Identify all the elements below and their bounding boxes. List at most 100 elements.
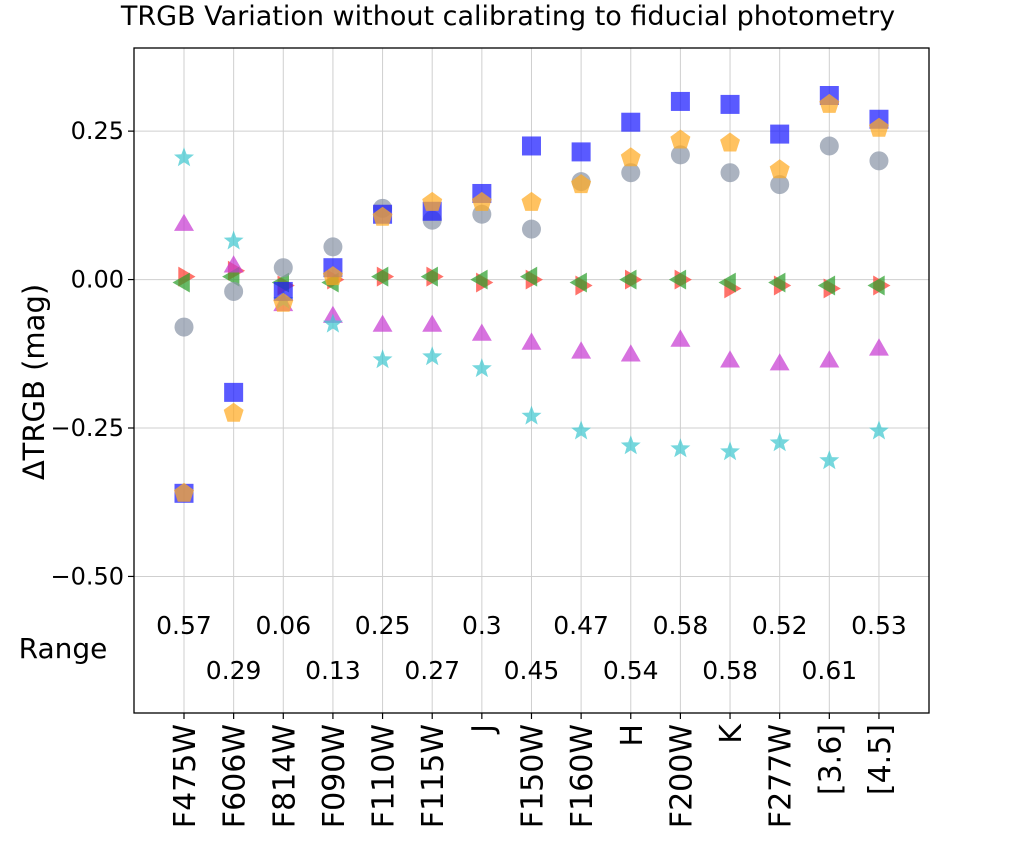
point-triangle-left [718, 272, 736, 293]
x-axis-ticks: F475W F606W F814W F090W F110W F115W J F150W F160… [168, 713, 898, 828]
range-value: 0.54 [603, 656, 659, 685]
point-square [571, 142, 591, 162]
point-triangle-left [172, 272, 190, 293]
x-tick-label: F115W [416, 724, 451, 828]
point-star [322, 313, 343, 333]
point-triangle-up [372, 314, 393, 332]
x-tick-label: F606W [218, 724, 253, 828]
x-tick-label: J [466, 724, 501, 735]
x-tick-label: K [714, 723, 749, 744]
x-tick-label: F110W [367, 724, 402, 828]
range-value: 0.53 [851, 611, 907, 640]
point-star [571, 420, 592, 440]
x-tick-label: H [615, 724, 650, 747]
point-triangle-up [819, 350, 840, 368]
data-points [172, 86, 891, 503]
range-value: 0.06 [255, 611, 311, 640]
point-pentagon [620, 147, 641, 167]
point-circle [720, 163, 740, 183]
range-value: 0.29 [206, 656, 262, 685]
point-star [471, 358, 492, 378]
y-tick-label: 0.25 [71, 117, 124, 145]
chart-title: TRGB Variation without calibrating to fi… [120, 1, 895, 32]
point-star [174, 147, 194, 167]
x-tick-label: F150W [515, 724, 550, 828]
point-star [422, 346, 443, 366]
point-triangle-left [619, 269, 637, 290]
point-pentagon [372, 206, 393, 226]
range-value: 0.58 [653, 611, 709, 640]
point-square [770, 124, 790, 144]
point-pentagon [670, 129, 691, 149]
point-triangle-up [174, 213, 194, 231]
range-value: 0.47 [553, 611, 609, 640]
range-value: 0.52 [752, 611, 808, 640]
point-triangle-left [867, 275, 885, 296]
point-triangle-left [569, 272, 587, 293]
x-tick-label: F200W [664, 724, 699, 828]
y-tick-label: −0.50 [50, 562, 124, 590]
point-pentagon [819, 93, 840, 113]
x-tick-label: F814W [267, 724, 302, 828]
point-pentagon [322, 266, 343, 286]
point-pentagon [521, 191, 542, 211]
point-triangle-up [223, 255, 244, 273]
point-circle [770, 175, 790, 195]
point-triangle-up [769, 353, 790, 371]
point-star [620, 435, 641, 455]
x-tick-label: F277W [764, 724, 799, 828]
x-tick-label: F475W [168, 724, 203, 828]
point-pentagon [471, 191, 492, 211]
range-value: 0.3 [462, 611, 502, 640]
point-square [521, 136, 541, 156]
range-value: 0.58 [702, 656, 758, 685]
point-triangle-left [668, 269, 687, 290]
point-triangle-up [471, 323, 492, 341]
y-axis-label: ΔTRGB (mag) [17, 284, 51, 480]
range-label: Range [19, 632, 108, 665]
point-triangle-left [371, 266, 389, 287]
range-value: 0.61 [801, 656, 857, 685]
point-square [621, 112, 641, 132]
point-pentagon [223, 402, 244, 422]
point-circle [869, 151, 889, 171]
point-circle [621, 163, 641, 183]
point-triangle-left [768, 272, 786, 293]
point-triangle-up [670, 329, 691, 347]
point-circle [273, 258, 293, 278]
range-value: 0.27 [404, 656, 460, 685]
point-circle [224, 281, 244, 301]
point-square [670, 91, 690, 111]
y-tick-label: 0.00 [71, 266, 124, 294]
y-tick-label: −0.25 [50, 414, 124, 442]
point-star [869, 420, 889, 440]
point-pentagon [769, 159, 790, 179]
x-tick-label: F160W [565, 724, 600, 828]
point-star [720, 441, 740, 461]
plot-frame [133, 47, 930, 714]
point-triangle-up [620, 344, 641, 362]
point-triangle-up [571, 341, 592, 359]
point-pentagon [422, 191, 443, 211]
point-pentagon [273, 292, 294, 312]
point-triangle-left [520, 266, 538, 287]
range-values: 0.57 0.29 0.06 0.13 0.25 0.270.30.45 0.47 0.54 0… [156, 611, 907, 685]
point-star [372, 349, 393, 369]
point-triangle-up [521, 332, 542, 350]
point-circle [521, 219, 541, 239]
point-circle [819, 136, 839, 156]
point-star [223, 230, 244, 250]
point-star [769, 432, 790, 452]
point-triangle-up [422, 314, 443, 332]
range-value: 0.13 [305, 656, 361, 685]
point-pentagon [720, 132, 740, 152]
x-tick-label: F090W [317, 724, 352, 828]
point-triangle-left [470, 269, 488, 290]
point-square [273, 281, 293, 301]
point-triangle-up [869, 338, 889, 356]
x-tick-label: [3.6] [813, 724, 848, 795]
range-value: 0.25 [355, 611, 411, 640]
point-triangle-up [720, 350, 740, 368]
point-pentagon [571, 174, 592, 194]
